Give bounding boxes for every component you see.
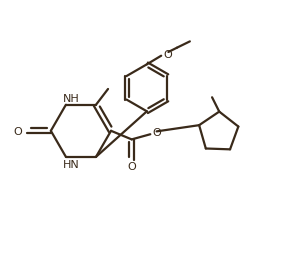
Text: O: O [14, 126, 22, 136]
Text: O: O [152, 128, 161, 138]
Text: O: O [163, 50, 172, 59]
Text: O: O [127, 161, 136, 171]
Text: HN: HN [63, 160, 79, 170]
Text: NH: NH [63, 93, 79, 103]
